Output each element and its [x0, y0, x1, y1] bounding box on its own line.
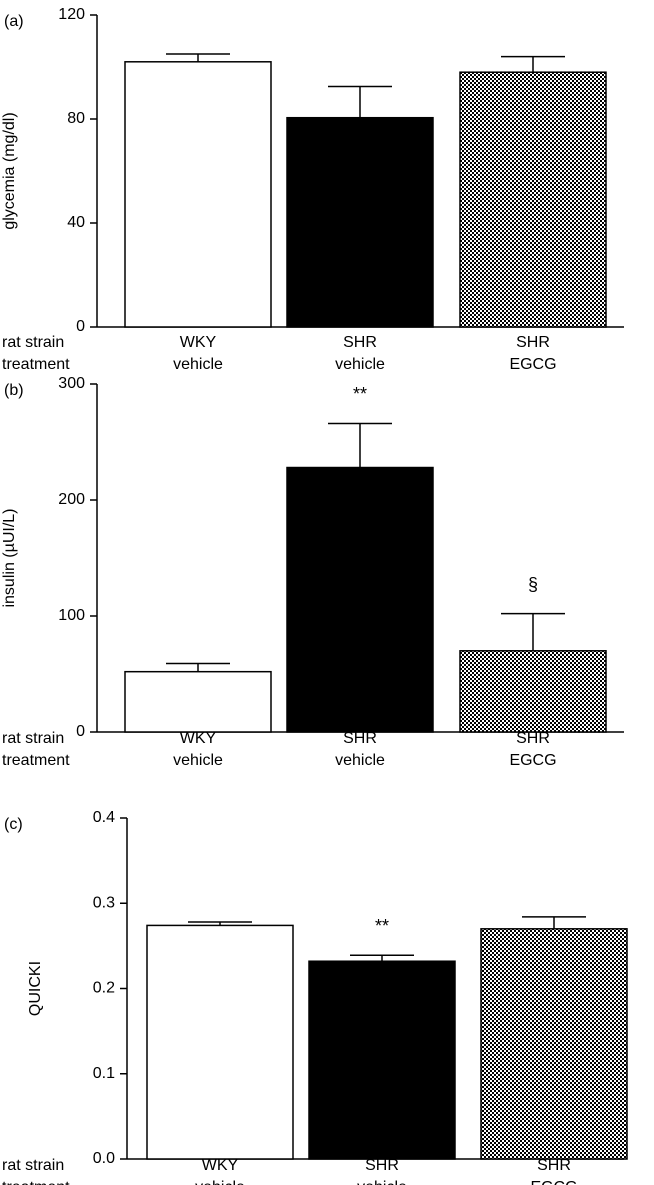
y-tick-label: 100	[58, 607, 85, 624]
y-tick-label: 0.4	[93, 809, 115, 826]
category-treatment-label: EGCG	[509, 752, 556, 769]
y-tick-label: 40	[67, 214, 85, 231]
row-label-rat-strain: rat strain	[2, 730, 64, 747]
category-treatment-label: vehicle	[335, 752, 385, 769]
row-label-treatment: treatment	[2, 1179, 70, 1185]
y-tick-label: 0.1	[93, 1065, 115, 1082]
category-strain-label: WKY	[202, 1157, 239, 1174]
row-label-treatment: treatment	[2, 356, 70, 373]
y-tick-label: 0	[76, 723, 85, 740]
category-treatment-label: EGCG	[530, 1179, 577, 1185]
category-treatment-label: vehicle	[195, 1179, 245, 1185]
y-tick-label: 80	[67, 110, 85, 127]
category-treatment-label: EGCG	[509, 356, 556, 373]
y-tick-label: 0	[76, 318, 85, 335]
bar-shr-vehicle	[308, 960, 456, 1160]
category-strain-label: SHR	[343, 334, 377, 351]
significance-marker: **	[353, 384, 367, 404]
category-strain-label: SHR	[537, 1157, 571, 1174]
bar-shr-vehicle	[286, 466, 434, 733]
category-treatment-label: vehicle	[173, 356, 223, 373]
bar-shr-egcg	[480, 928, 628, 1160]
panel-2: (b) insulin (µUI/L) 0 100 200 300 WKY vehicle **…	[1, 375, 624, 769]
category-strain-label: WKY	[180, 730, 217, 747]
y-axis-title: glycemia (mg/dl)	[1, 112, 18, 229]
panel-1: (a) glycemia (mg/dl) 0 40 80 120 WKY vehicle SHR…	[1, 6, 624, 373]
panel-label: (c)	[4, 816, 23, 833]
panel-label: (b)	[4, 382, 24, 399]
row-label-treatment: treatment	[2, 752, 70, 769]
category-treatment-label: vehicle	[357, 1179, 407, 1185]
category-strain-label: SHR	[516, 730, 550, 747]
panel-label: (a)	[4, 13, 24, 30]
category-treatment-label: vehicle	[335, 356, 385, 373]
y-tick-label: 120	[58, 6, 85, 23]
significance-marker: **	[375, 916, 389, 936]
bar-shr-vehicle	[286, 116, 434, 328]
category-strain-label: SHR	[365, 1157, 399, 1174]
bar-wky-vehicle	[146, 924, 294, 1160]
y-tick-label: 0.2	[93, 980, 115, 997]
y-tick-label: 200	[58, 491, 85, 508]
category-strain-label: SHR	[343, 730, 377, 747]
category-treatment-label: vehicle	[173, 752, 223, 769]
significance-marker: §	[528, 574, 538, 594]
bar-shr-egcg	[459, 650, 607, 733]
category-strain-label: WKY	[180, 334, 217, 351]
category-strain-label: SHR	[516, 334, 550, 351]
bar-shr-egcg	[459, 71, 607, 328]
y-tick-label: 0.3	[93, 894, 115, 911]
y-tick-label: 0.0	[93, 1150, 115, 1167]
bar-wky-vehicle	[124, 61, 272, 328]
bar-wky-vehicle	[124, 670, 272, 733]
y-axis-title: insulin (µUI/L)	[1, 508, 18, 607]
row-label-rat-strain: rat strain	[2, 334, 64, 351]
y-tick-label: 300	[58, 375, 85, 392]
panel-3: (c) QUICKI 0.0 0.1 0.2 0.3 0.4 WKY vehicle ** SHR v…	[2, 809, 628, 1185]
y-axis-title: QUICKI	[27, 961, 44, 1016]
row-label-rat-strain: rat strain	[2, 1157, 64, 1174]
